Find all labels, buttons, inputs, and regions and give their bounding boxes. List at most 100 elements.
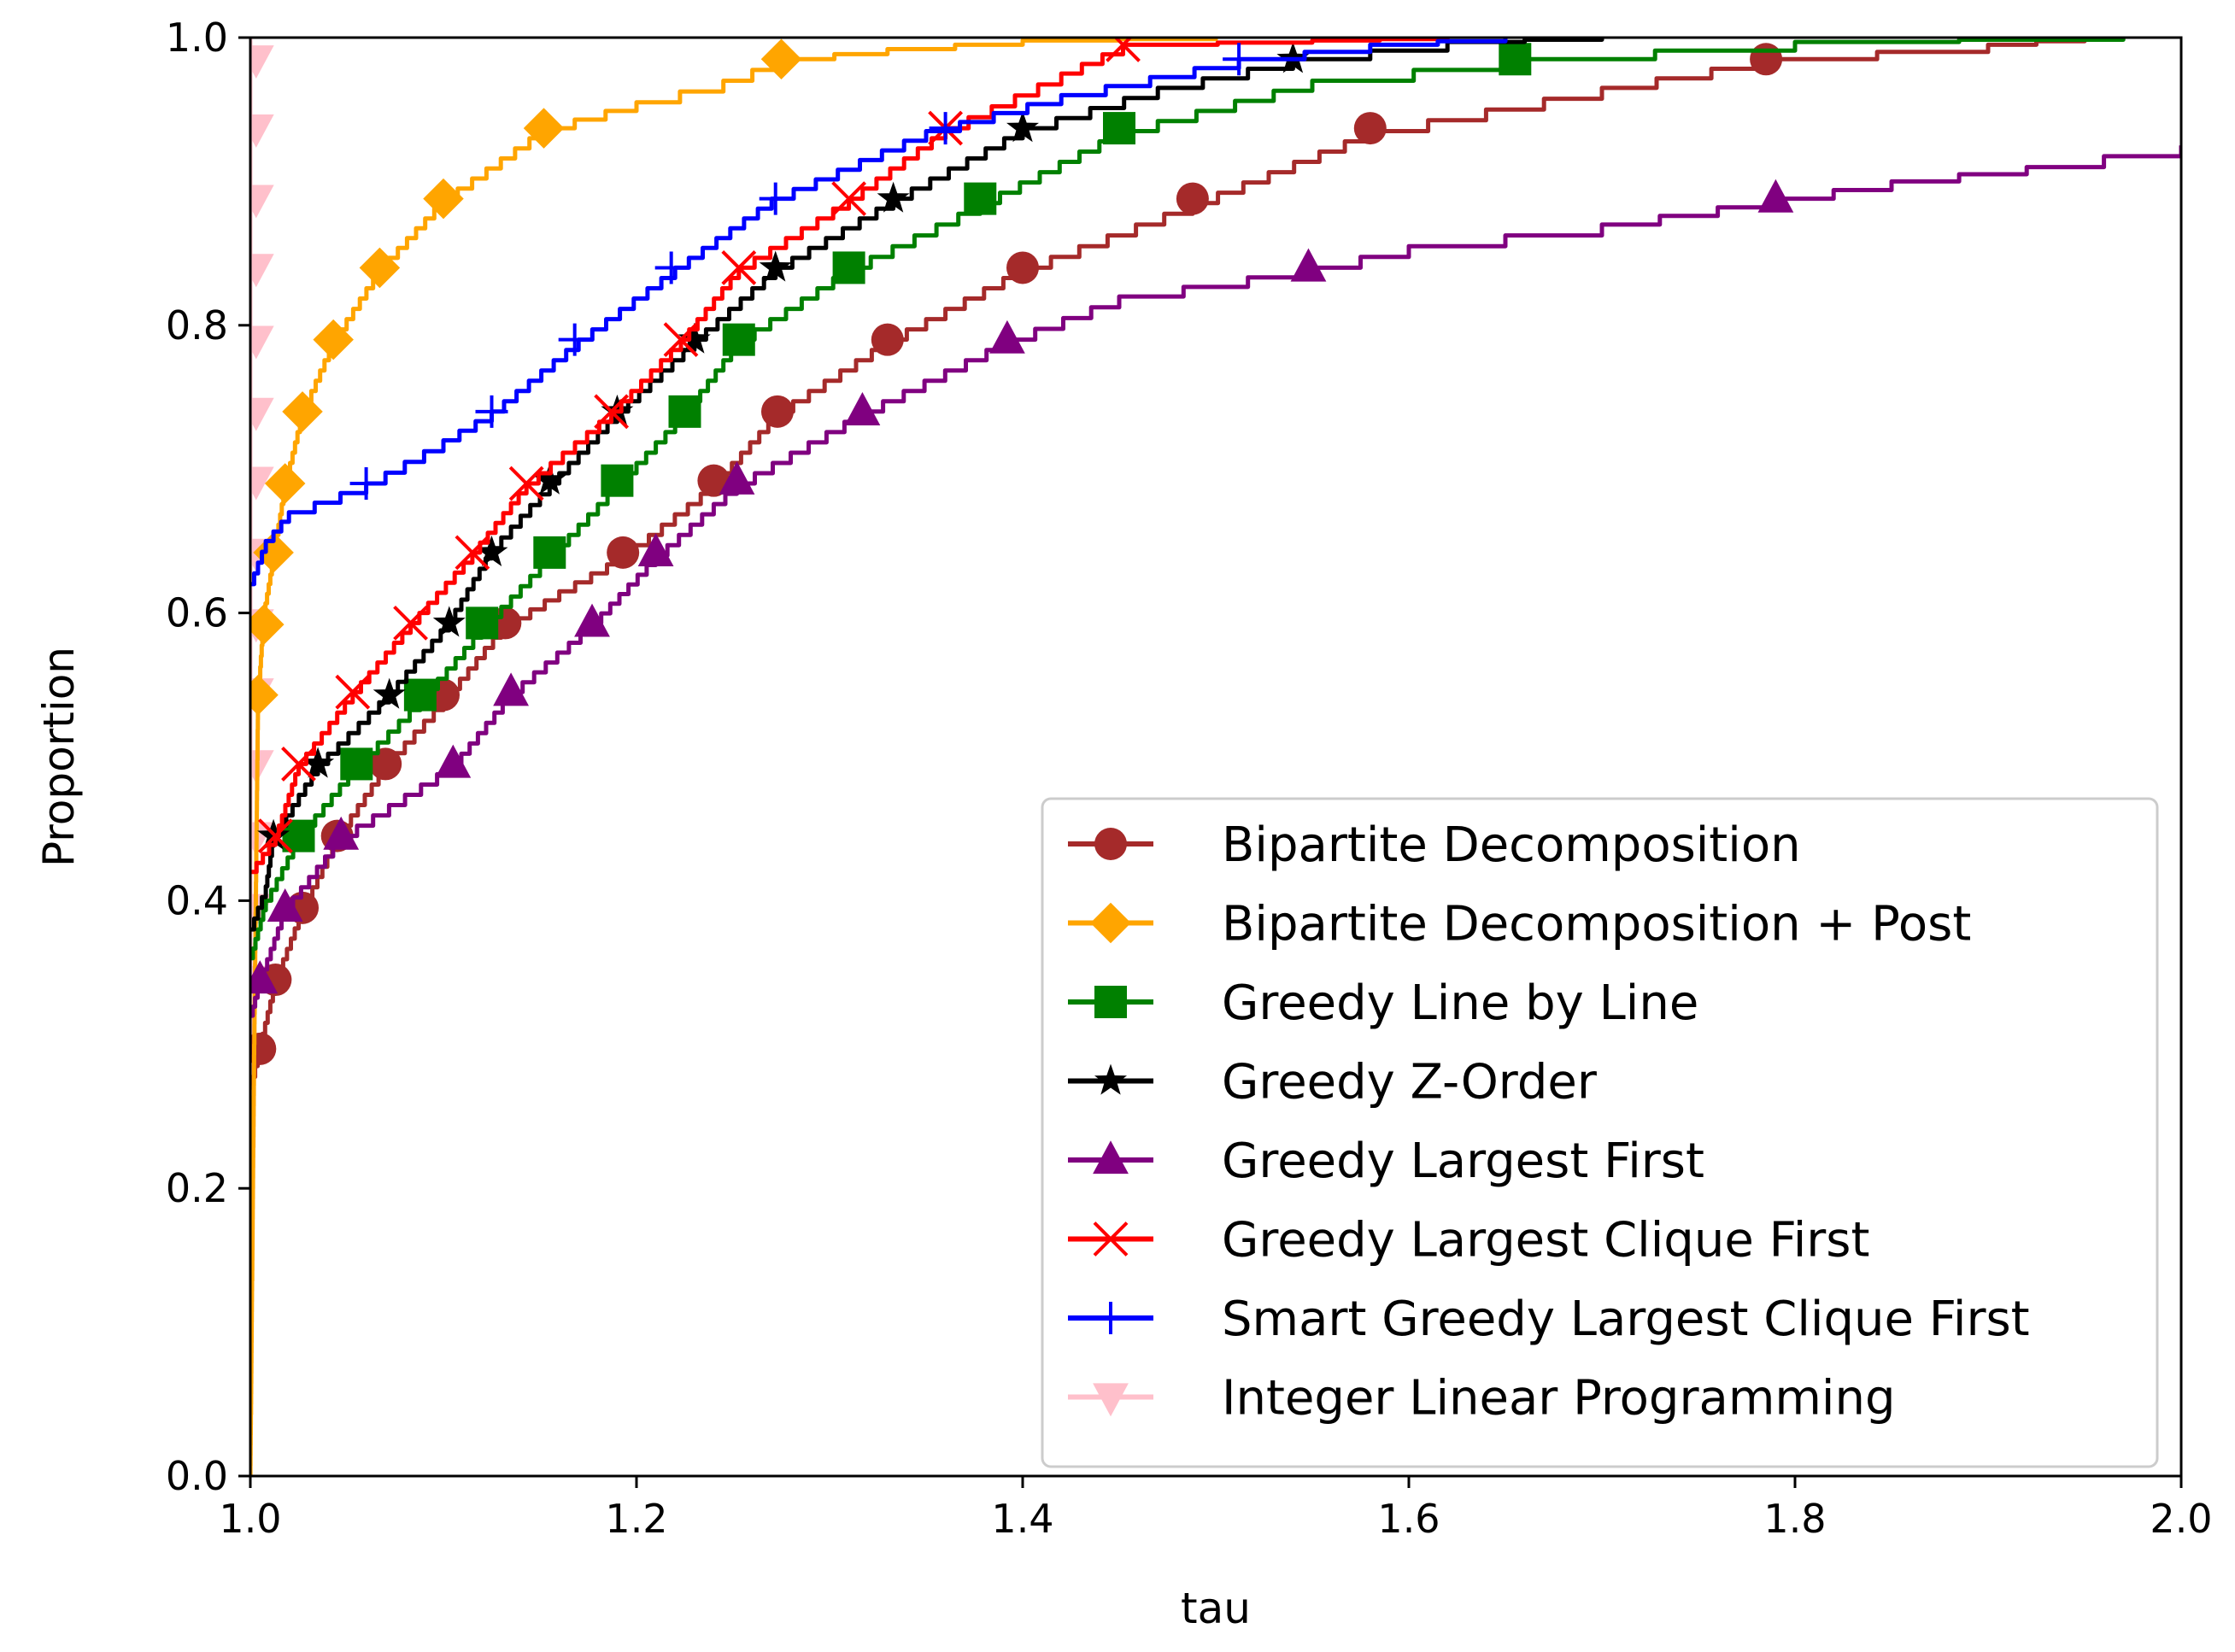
y-tick-label: 0.0 bbox=[166, 1453, 228, 1499]
data-point bbox=[1006, 251, 1039, 284]
data-point bbox=[601, 464, 634, 497]
data-point bbox=[250, 185, 274, 219]
data-point bbox=[335, 674, 371, 710]
series-bipartite-decomposition bbox=[250, 38, 2087, 1090]
legend-marker bbox=[1093, 1221, 1129, 1257]
legend-entry: Greedy Z-Order bbox=[1068, 1055, 1598, 1110]
legend-label: Bipartite Decomposition + Post bbox=[1222, 897, 1971, 952]
data-point bbox=[574, 603, 610, 637]
series-smart-greedy-largest-clique-first bbox=[250, 38, 1508, 587]
data-point bbox=[282, 391, 323, 432]
series-line bbox=[250, 38, 1604, 932]
legend-entry: Greedy Largest Clique First bbox=[1068, 1213, 1869, 1268]
data-point bbox=[929, 112, 962, 145]
data-point bbox=[466, 606, 499, 640]
data-point bbox=[250, 45, 274, 79]
x-tick-label: 1.0 bbox=[219, 1496, 281, 1542]
data-point bbox=[722, 323, 755, 356]
data-point bbox=[250, 1032, 277, 1065]
data-point bbox=[697, 464, 730, 497]
data-point bbox=[250, 114, 274, 148]
data-point bbox=[250, 960, 279, 994]
legend-label: Greedy Largest First bbox=[1222, 1134, 1704, 1189]
legend-entry: Bipartite Decomposition + Post bbox=[1068, 897, 1971, 952]
data-point bbox=[832, 251, 865, 284]
x-tick-label: 1.2 bbox=[605, 1496, 667, 1542]
data-point bbox=[663, 322, 699, 358]
data-point bbox=[831, 181, 867, 217]
data-point bbox=[1290, 248, 1327, 282]
data-point bbox=[523, 108, 565, 149]
series-greedy-largest-clique-first bbox=[250, 38, 1450, 875]
data-point bbox=[372, 677, 406, 709]
data-point bbox=[264, 463, 306, 504]
data-point bbox=[323, 816, 360, 850]
x-axis-label: tau bbox=[1181, 1584, 1251, 1633]
data-point bbox=[250, 466, 274, 501]
series-line bbox=[250, 38, 1508, 587]
data-point bbox=[508, 466, 544, 501]
data-point bbox=[1103, 112, 1135, 145]
legend-label: Greedy Z-Order bbox=[1222, 1055, 1598, 1110]
data-point bbox=[455, 535, 490, 571]
legend-box bbox=[1041, 797, 2159, 1468]
legend-marker bbox=[1093, 1383, 1129, 1417]
legend-marker bbox=[1094, 1063, 1127, 1095]
legend-marker bbox=[1094, 986, 1127, 1018]
legend-entry: Greedy Largest First bbox=[1068, 1134, 1704, 1189]
data-point bbox=[721, 250, 757, 285]
legend-label: Integer Linear Programming bbox=[1222, 1371, 1896, 1426]
legend-entry: Bipartite Decomposition bbox=[1068, 817, 1801, 873]
x-tick-label: 1.8 bbox=[1763, 1496, 1826, 1542]
y-tick-label: 0.2 bbox=[166, 1165, 228, 1211]
legend-label: Bipartite Decomposition bbox=[1222, 817, 1801, 873]
data-point bbox=[668, 395, 701, 428]
data-point bbox=[1750, 43, 1783, 76]
x-tick-label: 1.4 bbox=[991, 1496, 1053, 1542]
data-point bbox=[1223, 43, 1256, 76]
series-line bbox=[250, 38, 1218, 1476]
data-point bbox=[257, 818, 293, 854]
data-point bbox=[475, 535, 508, 566]
data-point bbox=[1106, 38, 1141, 62]
data-point bbox=[435, 744, 472, 778]
series-greedy-z-order bbox=[250, 38, 1604, 932]
plot-frame bbox=[249, 36, 2183, 1478]
legend-entry: Integer Linear Programming bbox=[1068, 1371, 1896, 1426]
data-point bbox=[678, 322, 711, 354]
data-point bbox=[533, 536, 566, 569]
data-point bbox=[1353, 112, 1387, 145]
data-point bbox=[844, 392, 881, 425]
data-point bbox=[250, 674, 279, 716]
data-point bbox=[393, 605, 428, 641]
data-point bbox=[340, 747, 373, 781]
data-point bbox=[1176, 182, 1209, 215]
data-point bbox=[432, 606, 466, 637]
y-tick-label: 1.0 bbox=[166, 15, 228, 61]
data-point bbox=[637, 533, 674, 567]
legend-label: Smart Greedy Largest Clique First bbox=[1222, 1292, 2030, 1347]
data-point bbox=[654, 251, 688, 284]
data-point bbox=[877, 181, 910, 213]
data-point bbox=[369, 747, 402, 781]
data-point bbox=[493, 672, 529, 706]
data-point bbox=[1757, 179, 1794, 213]
data-point bbox=[989, 319, 1025, 354]
y-tick-label: 0.4 bbox=[166, 877, 228, 923]
data-point bbox=[760, 395, 794, 428]
y-tick-label: 0.8 bbox=[166, 302, 228, 349]
legend-marker bbox=[1090, 902, 1131, 944]
data-point bbox=[759, 182, 792, 215]
y-tick-label: 0.6 bbox=[166, 590, 228, 636]
data-point bbox=[558, 323, 591, 356]
data-point bbox=[250, 397, 274, 431]
x-tick-label: 2.0 bbox=[2150, 1496, 2212, 1542]
legend-entry: Smart Greedy Largest Clique First bbox=[1068, 1292, 2030, 1347]
data-point bbox=[594, 394, 630, 430]
data-point bbox=[964, 182, 997, 215]
data-point bbox=[250, 604, 285, 645]
data-point bbox=[359, 247, 401, 289]
data-point bbox=[281, 747, 316, 782]
series-greedy-line-by-line bbox=[250, 38, 2126, 961]
